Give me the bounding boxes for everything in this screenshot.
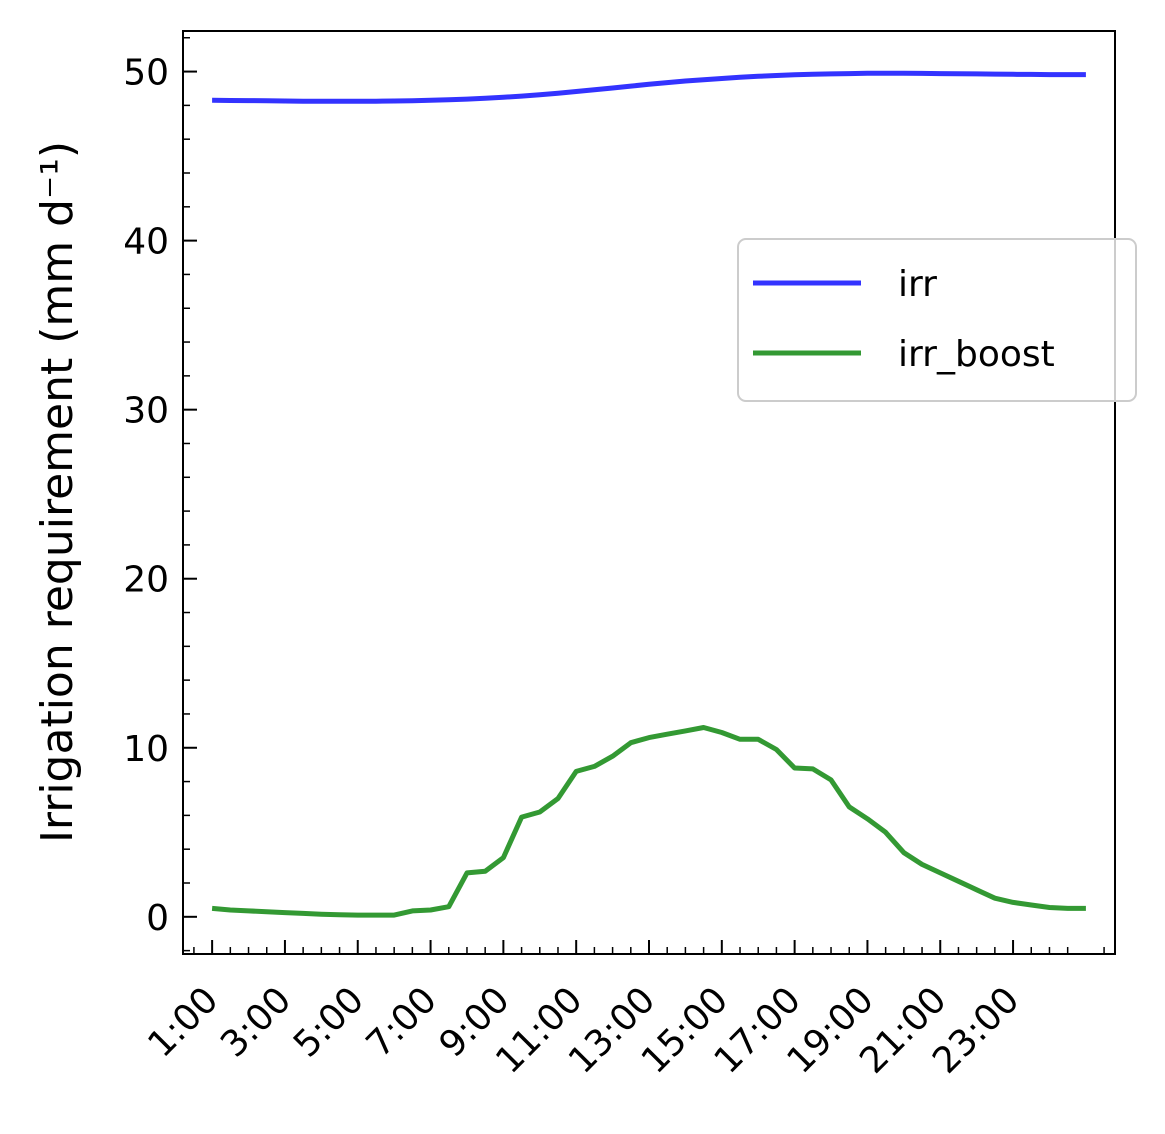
y-tick-label: 50 <box>123 53 169 94</box>
y-tick-label: 30 <box>123 391 169 432</box>
series-lines <box>211 70 1086 918</box>
legend-label-irr_boost: irr_boost <box>898 334 1055 375</box>
tick-labels: 010203040501:003:005:007:009:0011:0013:0… <box>123 53 1027 1082</box>
x-tick-label: 1:00 <box>140 979 226 1065</box>
legend-label-irr: irr <box>898 264 937 305</box>
axis-ticks <box>183 37 1105 954</box>
y-tick-label: 40 <box>123 222 169 263</box>
x-tick-label: 7:00 <box>359 979 445 1065</box>
legend: irr irr_boost <box>737 238 1137 402</box>
legend-box <box>737 238 1137 402</box>
y-tick-label: 10 <box>123 729 169 770</box>
y-tick-label: 20 <box>123 560 169 601</box>
x-tick-label: 5:00 <box>286 979 372 1065</box>
series-line-irr_boost <box>211 725 1086 918</box>
series-line-irr <box>212 70 1086 104</box>
y-tick-label: 0 <box>146 898 169 939</box>
y-axis-title: Irrigation requirement (mm d⁻¹) <box>32 141 83 843</box>
x-tick-label: 3:00 <box>213 979 299 1065</box>
plot-frame <box>182 30 1116 955</box>
